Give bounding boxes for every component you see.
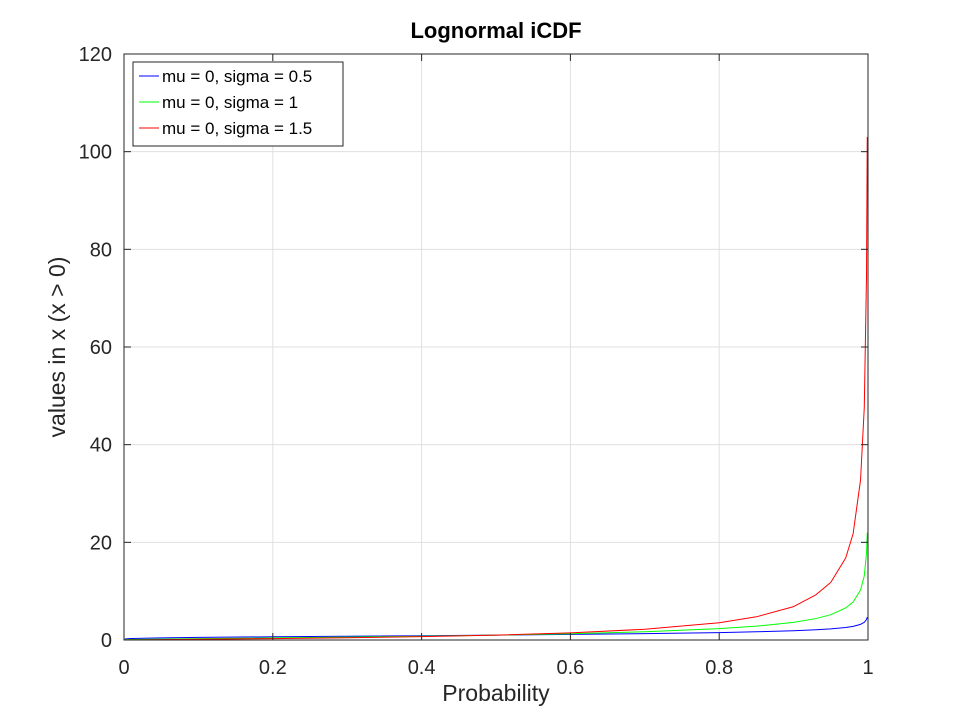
legend-label-3: mu = 0, sigma = 1.5	[162, 119, 312, 138]
y-tick-label: 40	[90, 435, 112, 457]
x-tick-label: 1	[862, 657, 873, 679]
series-line-2	[124, 532, 868, 641]
y-tick-label: 60	[90, 337, 112, 359]
y-tick-label: 0	[101, 630, 112, 652]
axis-ticks: 0 0.2 0.4 0.6 0.8 1 0 20 40 60 80 100 120	[79, 44, 874, 679]
y-axis-label: values in x (x > 0)	[44, 257, 70, 438]
series-line-3	[124, 137, 868, 641]
x-tick-label: 0.8	[705, 657, 733, 679]
x-tick-label: 0.4	[408, 657, 436, 679]
legend-label-1: mu = 0, sigma = 0.5	[162, 67, 312, 86]
series-line-1	[124, 616, 868, 640]
x-tick-label: 0.2	[259, 657, 287, 679]
series-lines	[124, 137, 868, 641]
legend-box	[132, 61, 344, 147]
chart-title: Lognormal iCDF	[410, 18, 581, 43]
x-axis-label: Probability	[442, 680, 550, 706]
x-tick-label: 0	[118, 657, 129, 679]
x-tick-label: 0.6	[556, 657, 584, 679]
y-tick-label: 100	[79, 142, 112, 164]
y-tick-label: 120	[79, 44, 112, 66]
legend-label-2: mu = 0, sigma = 1	[162, 93, 298, 112]
y-tick-label: 20	[90, 532, 112, 554]
legend: mu = 0, sigma = 0.5 mu = 0, sigma = 1 mu =…	[132, 61, 344, 147]
y-tick-label: 80	[90, 239, 112, 261]
